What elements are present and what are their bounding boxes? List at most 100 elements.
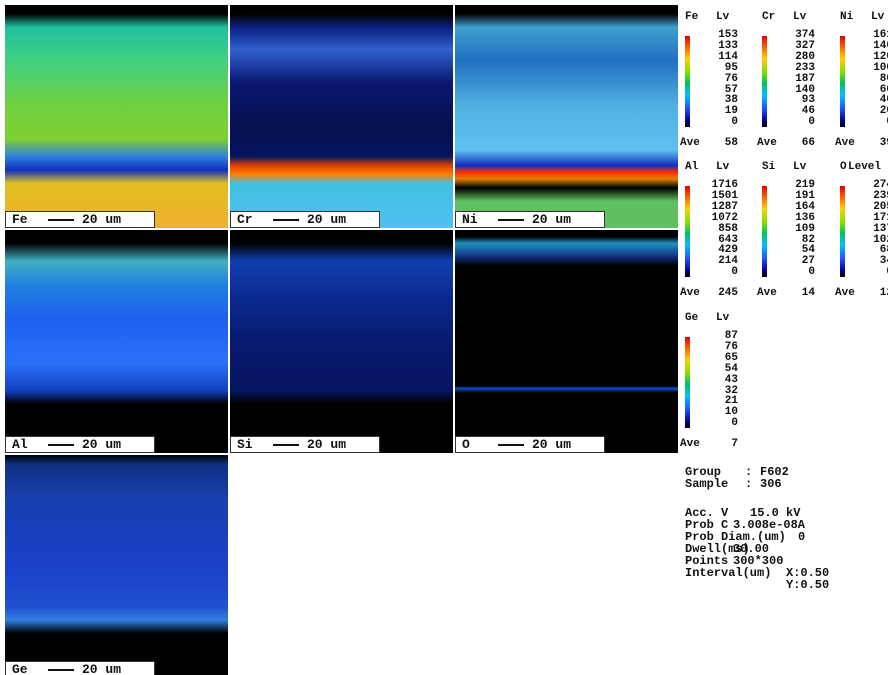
- scale-bar: [48, 219, 74, 221]
- legend-header: Level: [848, 161, 882, 173]
- level-value: 95: [724, 61, 738, 74]
- level-value: 100: [873, 61, 888, 74]
- condition-value: Y:0.50: [786, 578, 830, 592]
- legend-header: Lv: [793, 161, 807, 173]
- level-value: 164: [795, 200, 815, 213]
- scale-label: 20 um: [532, 437, 572, 452]
- level-value: 0: [853, 117, 888, 128]
- ave-label: Ave: [680, 137, 700, 150]
- level-value: 274: [873, 179, 888, 191]
- scale-bar: [48, 669, 74, 671]
- level-value: 205: [873, 200, 888, 213]
- scale-bar: [273, 444, 299, 446]
- level-value: 0: [731, 417, 738, 430]
- level-value: 120: [873, 50, 888, 63]
- map-label: Fe 20 um: [5, 211, 155, 228]
- element-map: Si 20 um: [230, 230, 453, 453]
- level-value: 38: [724, 94, 738, 107]
- sample-text: :: [745, 477, 753, 491]
- legend-element: Fe: [685, 11, 699, 23]
- level-value: 233: [795, 61, 815, 74]
- level-value: 0: [853, 267, 888, 278]
- map-label: Cr 20 um: [230, 211, 380, 228]
- color-scale: [685, 337, 690, 429]
- element-map: Ge 20 um: [5, 455, 228, 675]
- level-value: 171: [873, 211, 888, 224]
- color-scale: [685, 186, 690, 278]
- color-scale: [762, 186, 767, 278]
- level-value: 643: [718, 233, 738, 246]
- element-label: Ge: [12, 662, 28, 675]
- level-value: 76: [724, 340, 738, 353]
- level-value: 65: [724, 351, 738, 364]
- level-value: 239: [873, 189, 888, 202]
- map-label: Ge 20 um: [5, 661, 155, 675]
- level-value: 57: [724, 83, 738, 96]
- legend-element: Al: [685, 161, 699, 173]
- level-value: 102: [873, 233, 888, 246]
- scale-bar: [498, 444, 524, 446]
- condition-value: 30.00: [733, 542, 770, 556]
- map-label: O 20 um: [455, 436, 605, 453]
- ave-value: 66: [801, 137, 815, 150]
- level-value: 1072: [711, 211, 738, 224]
- color-scale: [762, 36, 767, 128]
- legend-element: O: [840, 161, 847, 173]
- condition-value: 3.008e-08A: [733, 518, 806, 532]
- level-value: 1716: [711, 179, 738, 191]
- scale-label: 20 um: [307, 437, 347, 452]
- level-value: 68: [879, 244, 888, 257]
- level-value: 60: [879, 83, 888, 96]
- condition-label: Prob Diam.(um): [685, 530, 786, 544]
- legend-element: Ge: [685, 312, 699, 324]
- level-value: 34: [879, 255, 888, 268]
- element-map: Ni 20 um: [455, 5, 678, 228]
- scale-bar: [498, 219, 524, 221]
- level-value: 137: [873, 222, 888, 235]
- level-value: 858: [718, 222, 738, 235]
- level-value: 0: [731, 266, 738, 279]
- level-value: 1501: [711, 189, 738, 202]
- level-value: 87: [724, 330, 738, 342]
- condition-label: Interval(um): [685, 566, 772, 580]
- level-value: 82: [801, 233, 815, 246]
- level-value: 93: [801, 94, 815, 107]
- group-text: :: [745, 465, 753, 479]
- legend-header: Lv: [793, 11, 807, 23]
- level-value: 214: [718, 255, 738, 268]
- scale-bar: [48, 444, 74, 446]
- group-text: Group: [685, 465, 722, 479]
- scale-label: 20 um: [532, 212, 572, 227]
- sample-text: 306: [760, 477, 782, 491]
- condition-label: Points: [685, 554, 729, 568]
- element-label: Cr: [237, 212, 253, 227]
- legend-element: Ni: [840, 11, 854, 23]
- level-value: 133: [718, 39, 738, 52]
- condition-value: 0: [798, 530, 806, 544]
- level-value: 109: [795, 222, 815, 235]
- level-value: 140: [795, 83, 815, 96]
- legend-header: Lv: [716, 161, 730, 173]
- condition-value: 15.0 kV: [750, 506, 801, 520]
- ave-label: Ave: [757, 287, 777, 300]
- map-label: Al 20 um: [5, 436, 155, 453]
- level-value: 136: [795, 211, 815, 224]
- level-value: 280: [795, 50, 815, 63]
- level-value: 0: [808, 266, 815, 279]
- element-label: Si: [237, 437, 253, 452]
- level-value: 21: [724, 395, 738, 408]
- level-value: 161: [873, 29, 888, 41]
- ave-label: Ave: [757, 137, 777, 150]
- level-value: 219: [795, 179, 815, 191]
- element-label: Fe: [12, 212, 28, 227]
- ave-value: 245: [718, 287, 738, 300]
- ave-value: 58: [724, 137, 738, 150]
- condition-value: X:0.50: [786, 566, 830, 580]
- scale-bar: [273, 219, 299, 221]
- map-label: Si 20 um: [230, 436, 380, 453]
- element-label: Ni: [462, 212, 478, 227]
- level-value: 140: [873, 39, 888, 52]
- condition-label: Prob C: [685, 518, 729, 532]
- scale-label: 20 um: [307, 212, 347, 227]
